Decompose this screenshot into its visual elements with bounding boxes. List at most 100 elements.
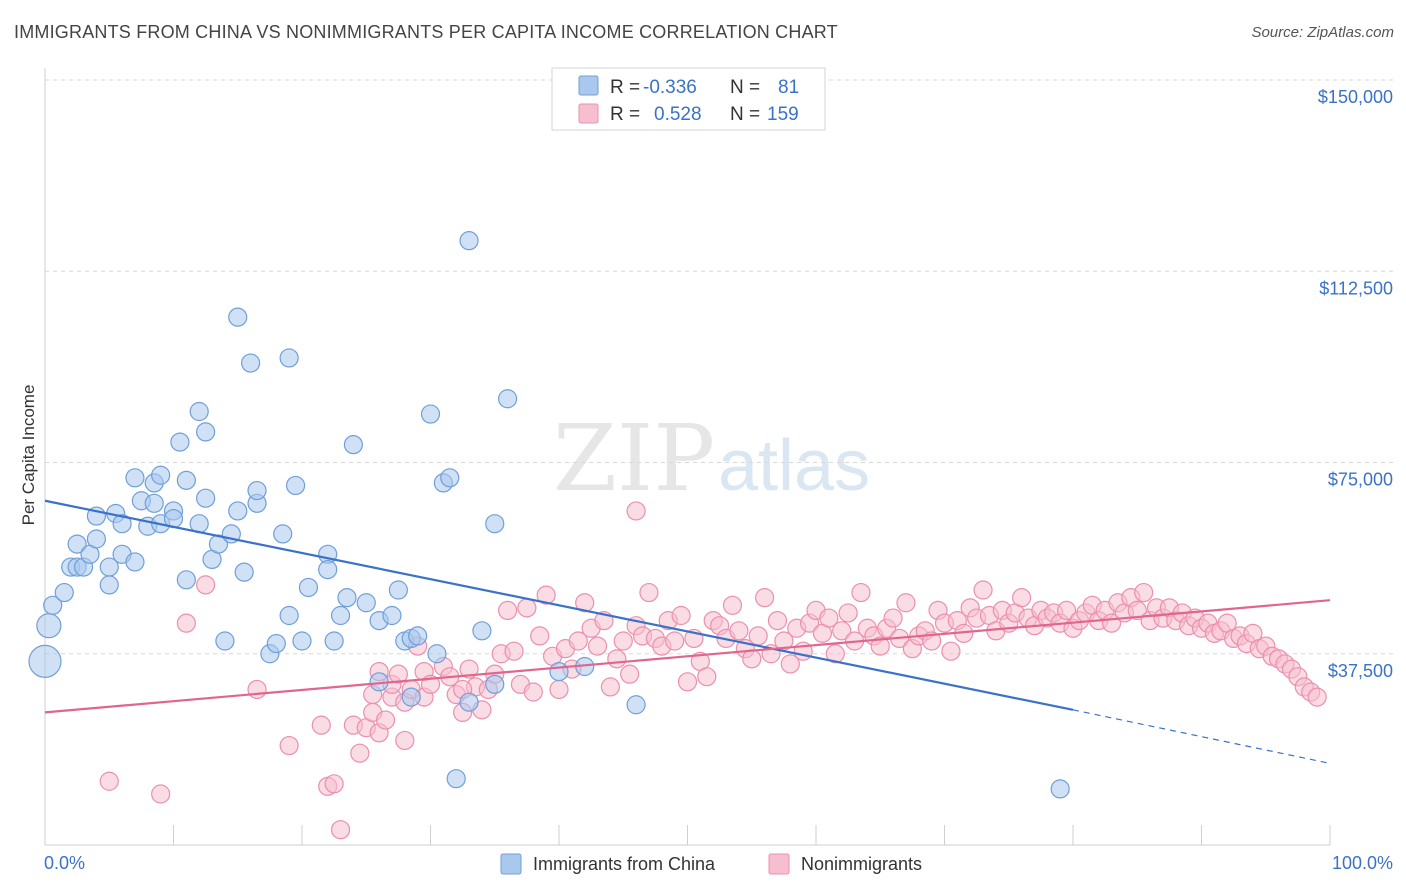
pink-point-44 [549, 679, 569, 700]
blue-point-64 [401, 687, 421, 707]
x-tick-labels: 0.0% 100.0% [44, 853, 1393, 873]
blue-point-79 [626, 695, 646, 715]
blue-point-40 [241, 353, 261, 373]
blue-point-73 [472, 621, 492, 641]
y-tick-label-0: $37,500 [1328, 661, 1393, 681]
watermark-atlas: atlas [718, 426, 870, 506]
blue-point-27 [176, 570, 196, 590]
pink-point-0 [99, 771, 119, 791]
pink-point-58 [639, 582, 659, 603]
blue-point-66 [420, 404, 441, 424]
legend-n-value-2: 159 [767, 104, 799, 125]
blue-point-1 [36, 613, 62, 639]
pink-point-30 [459, 659, 479, 679]
blue-point-12 [99, 557, 119, 577]
blue-point-76 [498, 389, 518, 409]
pink-point-19 [395, 730, 415, 751]
blue-point-48 [285, 475, 306, 496]
blue-point-38 [228, 307, 248, 327]
pink-point-86 [819, 608, 839, 628]
pink-point-74 [742, 649, 762, 669]
series-legend: Immigrants from China Nonimmigrants [500, 853, 922, 875]
blue-point-49 [292, 631, 312, 651]
pink-point-75 [748, 626, 768, 646]
blue-point-16 [125, 552, 145, 572]
blue-point-15 [112, 514, 132, 534]
blue-point-6 [67, 534, 87, 554]
blue-point-11 [99, 575, 119, 595]
pink-point-39 [517, 598, 537, 618]
bottom-legend-label-1: Immigrants from China [533, 854, 716, 874]
pink-point-42 [536, 585, 556, 605]
pink-point-96 [883, 608, 903, 628]
y-tick-label-1: $75,000 [1328, 470, 1393, 490]
pink-point-89 [838, 603, 858, 623]
legend-r-value-1: -0.336 [643, 77, 697, 98]
pink-point-6 [311, 715, 331, 735]
pink-point-2 [176, 613, 196, 633]
pink-point-36 [498, 600, 518, 621]
pink-point-72 [729, 621, 749, 641]
watermark: ZIP atlas [553, 405, 870, 512]
blue-point-71 [459, 231, 479, 251]
blue-point-52 [318, 559, 338, 580]
chart-title: IMMIGRANTS FROM CHINA VS NONIMMIGRANTS P… [14, 22, 838, 42]
blue-point-0 [28, 644, 62, 679]
pink-point-123 [1056, 600, 1077, 621]
legend-swatch-pink [578, 103, 599, 124]
pink-point-134 [1127, 600, 1147, 621]
pink-point-102 [922, 631, 942, 651]
blue-point-67 [427, 644, 447, 664]
trend-line-nonimmigrants [44, 599, 1331, 714]
blue-point-32 [196, 488, 216, 508]
pink-point-162 [1307, 687, 1327, 707]
bottom-legend-swatch-pink [768, 853, 790, 875]
pink-point-3 [196, 575, 216, 595]
blue-point-28 [176, 470, 196, 490]
pink-point-67 [697, 667, 717, 687]
pink-point-135 [1134, 582, 1154, 603]
blue-point-74 [485, 674, 505, 694]
series-nonimmigrants [99, 501, 1327, 840]
legend-r-value-2: 0.528 [654, 104, 702, 125]
pink-point-87 [825, 644, 845, 664]
axes [44, 68, 1331, 846]
blue-point-30 [189, 401, 209, 422]
pink-point-78 [767, 610, 788, 631]
blue-point-2 [43, 595, 63, 615]
blue-point-9 [86, 529, 107, 549]
pink-point-105 [941, 641, 961, 661]
y-tick-label-3: $150,000 [1318, 87, 1393, 107]
pink-point-41 [530, 626, 550, 646]
pink-point-40 [523, 682, 543, 702]
pink-point-47 [568, 631, 588, 651]
blue-point-69 [440, 468, 460, 488]
watermark-zip: ZIP [553, 405, 715, 512]
pink-point-54 [613, 631, 633, 651]
series-immigrants-from-china [28, 231, 1070, 799]
pink-point-63 [671, 605, 691, 626]
blue-point-50 [298, 577, 319, 598]
blue-point-56 [343, 435, 363, 455]
blue-point-22 [151, 465, 171, 485]
pink-point-5 [279, 735, 299, 756]
blue-point-31 [196, 422, 216, 442]
blue-point-53 [324, 631, 344, 651]
pink-point-88 [832, 621, 852, 641]
blue-point-70 [446, 769, 466, 789]
blue-point-57 [356, 593, 376, 613]
pink-point-1 [151, 784, 171, 804]
blue-point-77 [549, 661, 569, 682]
blue-point-39 [234, 562, 254, 582]
blue-point-44 [266, 633, 286, 654]
blue-point-46 [279, 348, 299, 368]
blue-point-26 [170, 432, 190, 452]
pink-point-71 [722, 595, 743, 615]
pink-point-76 [754, 588, 775, 608]
stats-legend: R = -0.336 N = 81 R = 0.528 N = 159 [551, 67, 826, 131]
blue-point-54 [330, 605, 351, 626]
pink-point-37 [504, 641, 524, 661]
pink-point-4 [247, 679, 267, 700]
pink-point-165 [330, 820, 351, 840]
